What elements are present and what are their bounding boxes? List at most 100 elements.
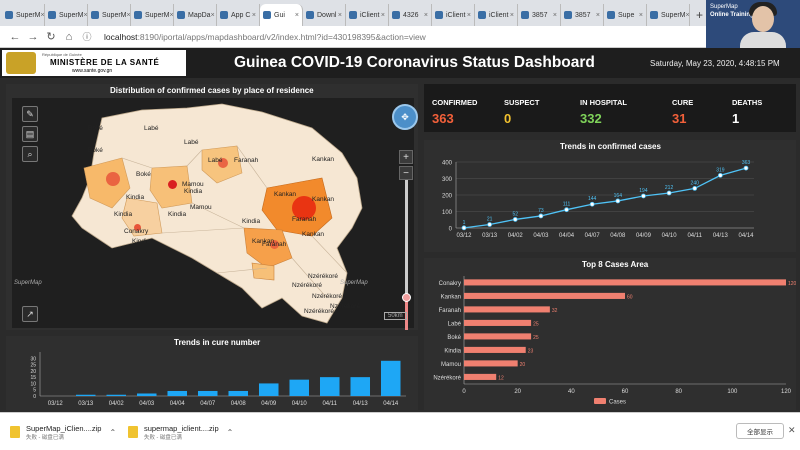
zoom-slider-track[interactable] — [405, 180, 408, 330]
tab-label: Gui — [274, 11, 285, 19]
hospital-value: 332 — [580, 111, 602, 126]
draw-tool-icon[interactable]: ✎ — [22, 106, 38, 122]
tab-close-icon[interactable]: × — [552, 11, 557, 19]
url-field[interactable]: localhost:8190/iportal/apps/mapdashboard… — [104, 32, 426, 42]
dashboard-title: Guinea COVID-19 Coronavirus Status Dashb… — [234, 54, 595, 71]
bar — [167, 390, 188, 396]
tab-label: 4326 — [403, 11, 419, 19]
series-line — [463, 167, 747, 229]
x-tick-label: 04/03 — [139, 401, 155, 407]
tab-close-icon[interactable]: × — [509, 11, 514, 19]
hospital-label: IN HOSPITAL — [580, 98, 627, 107]
case-dot-labe[interactable] — [218, 158, 228, 168]
tab-close-icon[interactable]: × — [595, 11, 600, 19]
zoom-in-button[interactable]: + — [399, 150, 413, 164]
browser-tab[interactable]: 4326 × — [389, 4, 432, 26]
tab-close-icon[interactable]: × — [83, 11, 88, 19]
webcam-overlay: SuperMap Online Training — [706, 0, 800, 54]
tab-close-icon[interactable]: × — [169, 11, 174, 19]
tab-close-icon[interactable]: × — [466, 11, 471, 19]
home-icon[interactable]: ⌂ — [65, 30, 73, 43]
case-dot-mamou[interactable] — [168, 180, 177, 189]
x-tick-label: 04/04 — [170, 401, 186, 407]
y-tick-label: 300 — [442, 177, 453, 183]
case-dot-kankan[interactable] — [292, 196, 316, 220]
zoom-slider-knob[interactable] — [402, 293, 411, 302]
browser-tab[interactable]: iClient × — [432, 4, 475, 26]
tab-close-icon[interactable]: × — [380, 11, 385, 19]
map-panel: Distribution of confirmed cases by place… — [6, 84, 418, 330]
chevron-up-icon[interactable]: ⌃ — [109, 427, 117, 437]
bar — [136, 393, 157, 396]
map-place-label: Mamou — [190, 204, 212, 211]
tab-close-icon[interactable]: × — [337, 11, 342, 19]
browser-tab[interactable]: Supe × — [604, 4, 647, 26]
browser-tab[interactable]: Gui × — [260, 4, 303, 26]
tab-close-icon[interactable]: × — [638, 11, 643, 19]
browser-tab[interactable]: 3857 × — [518, 4, 561, 26]
tab-favicon-icon — [48, 11, 56, 19]
browser-tab[interactable]: SuperM × — [45, 4, 88, 26]
zoom-out-button[interactable]: − — [399, 166, 413, 180]
browser-tab[interactable]: SuperM × — [2, 4, 45, 26]
case-dot-conakry[interactable] — [134, 224, 141, 231]
bar — [197, 390, 218, 396]
bar — [106, 394, 127, 396]
tab-label: Downl — [317, 11, 337, 19]
dashboard-header: République de Guinée MINISTÈRE DE LA SAN… — [0, 48, 800, 78]
map-canvas[interactable]: Boké Labé Labé Boké Labé Faranah Kankan Boké Mam… — [12, 98, 418, 330]
back-icon[interactable]: ← — [9, 30, 21, 43]
data-label: 23 — [528, 348, 534, 354]
case-dot-boke[interactable] — [106, 172, 120, 186]
case-dot-faranah[interactable] — [270, 240, 279, 249]
bar — [464, 279, 786, 286]
forward-icon[interactable]: → — [27, 30, 39, 43]
new-tab-button[interactable]: + — [696, 8, 704, 22]
bar — [319, 377, 340, 396]
tab-close-icon[interactable]: × — [294, 11, 299, 19]
tab-favicon-icon — [392, 11, 400, 19]
tab-label: SuperM — [59, 11, 84, 19]
region-kindia — [121, 197, 163, 237]
reload-icon[interactable]: ↻ — [46, 31, 56, 43]
tab-close-icon[interactable]: × — [685, 11, 690, 19]
info-icon[interactable]: ⓘ — [82, 32, 92, 42]
close-downloads-icon[interactable]: ✕ — [788, 425, 796, 435]
x-tick-label: 0 — [462, 389, 466, 395]
show-all-downloads-button[interactable]: 全部显示 — [736, 423, 784, 439]
tab-close-icon[interactable]: × — [40, 11, 45, 19]
download-item[interactable]: SuperMap_iClien....zip 失败 - 磁盘已满 ⌃ — [10, 419, 116, 445]
chevron-up-icon[interactable]: ⌃ — [226, 427, 234, 437]
download-name: SuperMap_iClien....zip — [26, 423, 102, 433]
tab-favicon-icon — [564, 11, 572, 19]
tab-favicon-icon — [5, 11, 13, 19]
map-place-label: Kankan — [252, 238, 275, 245]
browser-tab[interactable]: SuperM × — [88, 4, 131, 26]
tab-close-icon[interactable]: × — [126, 11, 131, 19]
tab-close-icon[interactable]: × — [423, 11, 428, 19]
data-label: 363 — [742, 160, 751, 166]
browser-tab[interactable]: MapDa × — [174, 4, 217, 26]
browser-tab[interactable]: Downl × — [303, 4, 346, 26]
tab-favicon-icon — [263, 11, 271, 19]
y-tick-label: Mamou — [441, 362, 461, 368]
tab-close-icon[interactable]: × — [210, 11, 215, 19]
download-item[interactable]: supermap_iclient....zip 失败 - 磁盘已满 ⌃ — [128, 419, 233, 445]
browser-tab[interactable]: 3857 × — [561, 4, 604, 26]
browser-tab[interactable]: App C × — [217, 4, 260, 26]
layer-list-icon[interactable]: ▤ — [22, 126, 38, 142]
data-label: 25 — [533, 321, 539, 327]
bar — [380, 360, 401, 396]
fullscreen-icon[interactable]: ↗ — [22, 306, 38, 322]
browser-tab[interactable]: SuperM × — [647, 4, 690, 26]
map-place-label: Faranah — [262, 241, 287, 248]
pan-compass-icon[interactable]: ✥ — [392, 104, 418, 130]
data-label: 111 — [563, 202, 571, 208]
browser-tab[interactable]: iClient × — [346, 4, 389, 26]
tab-close-icon[interactable]: × — [251, 11, 256, 19]
map-place-label: Labé — [208, 157, 223, 164]
map-place-label: Nzérékoré — [312, 293, 342, 300]
browser-tab[interactable]: iClient × — [475, 4, 518, 26]
browser-tab[interactable]: SuperM × — [131, 4, 174, 26]
map-search-icon[interactable]: ⌕ — [22, 146, 38, 162]
